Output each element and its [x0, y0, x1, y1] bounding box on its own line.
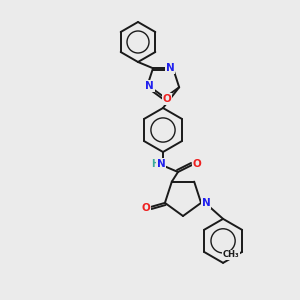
Text: H: H — [151, 159, 159, 169]
Text: O: O — [163, 94, 171, 104]
Text: O: O — [142, 203, 150, 213]
Text: N: N — [157, 159, 165, 169]
Text: N: N — [202, 198, 210, 208]
Text: N: N — [146, 81, 154, 91]
Text: CH₃: CH₃ — [223, 250, 239, 260]
Text: N: N — [166, 63, 174, 73]
Text: O: O — [193, 159, 201, 169]
